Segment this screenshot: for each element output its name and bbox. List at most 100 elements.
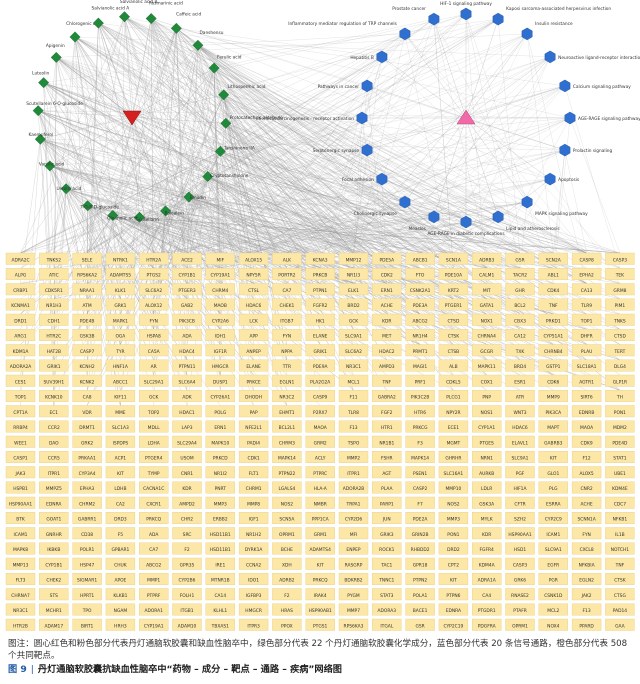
target-node: GRK6	[505, 573, 535, 585]
pathway-label: Chemical carcinogenesis - receptor activ…	[256, 116, 355, 122]
target-node: TOP1	[571, 313, 602, 326]
target-label: LGALS4	[278, 486, 295, 492]
target-label: SLC9A1	[545, 547, 562, 553]
target-label: MMP9	[547, 395, 560, 401]
target-label: KLK1	[115, 288, 126, 294]
target-node: PIM1	[605, 298, 635, 311]
compound-node: Caffeic acid	[170, 11, 201, 34]
compound-label: Salvianolic acid B	[120, 0, 158, 5]
pathway-node: Neuroactive ligand-receptor interaction	[544, 50, 640, 64]
target-node: CTSK	[438, 329, 469, 341]
target-node: CASP3	[605, 252, 635, 265]
target-node: PPOX	[272, 618, 302, 631]
target-label: CTSL	[248, 288, 260, 294]
target-node: SIGMAR1	[72, 573, 102, 585]
target-node: PDE4D	[605, 435, 635, 448]
target-node: NPY2R	[438, 405, 469, 418]
target-label: MAOA	[580, 425, 593, 431]
target-label: DHFR	[580, 334, 592, 340]
target-node: HTR6	[405, 405, 435, 418]
target-node: CASP8	[571, 252, 602, 265]
target-node: CES1	[5, 374, 36, 387]
target-node: DHODH	[238, 390, 269, 402]
target-label: CYP1B1	[179, 273, 196, 279]
target-node: CHR2	[172, 512, 202, 524]
target-node: CDK2	[372, 268, 402, 280]
target-node: GRM2	[305, 435, 335, 448]
target-label: IRE1	[215, 562, 225, 568]
target-label: NFE2L1	[245, 425, 262, 431]
target-label: DRMT1	[79, 425, 95, 431]
target-node: TERT	[605, 344, 635, 357]
target-node: MMP8	[238, 496, 269, 509]
target-label: FGF2	[381, 410, 392, 416]
target-label: PTGER1	[445, 303, 463, 309]
target-label: LCK	[249, 318, 258, 324]
target-label: CXCL8	[580, 547, 594, 553]
target-node: NR3C1	[5, 603, 36, 616]
target-node: PPARD	[571, 618, 602, 631]
target-label: CHRM2	[79, 501, 95, 507]
pathway-node: Prolactin signaling	[559, 143, 613, 157]
target-node: PDE5A	[372, 252, 402, 265]
target-node: PNRT	[205, 481, 236, 494]
target-label: TNF	[615, 562, 625, 568]
target-node: ELANE	[238, 359, 269, 372]
target-label: PNRT	[215, 486, 227, 492]
target-label: ITGAL	[380, 623, 393, 629]
target-label: FOLH1	[180, 593, 195, 599]
target-node: PON1	[438, 527, 469, 540]
target-label: MTNR1B	[211, 578, 230, 584]
compound-node: Baicalein	[160, 205, 184, 217]
target-label: GCGR	[480, 349, 493, 355]
target-label: AMPD3	[379, 364, 395, 370]
target-label: MAPK14	[411, 456, 429, 462]
target-node: DAO	[39, 435, 69, 448]
target-node: BDKRB2	[338, 573, 369, 585]
target-label: STS	[50, 593, 58, 599]
target-label: GLP1R	[613, 379, 627, 385]
pathway-label: Kaposi sarcoma-associated herpesvirus in…	[506, 6, 611, 12]
target-label: CTSK	[614, 578, 626, 584]
target-label: NRN1	[480, 456, 493, 462]
target-node: KIT	[305, 557, 335, 570]
target-label: COX1	[481, 379, 493, 385]
target-node: RNASE2	[505, 588, 535, 601]
target-label: HLA-A	[314, 486, 327, 492]
target-node: CASP7	[72, 344, 102, 357]
target-label: PPARD	[579, 623, 594, 629]
target-label: TOP1	[14, 395, 27, 401]
target-node: DRD1	[5, 313, 36, 326]
target-node: ADORA2A	[5, 359, 36, 372]
target-label: GAA	[615, 623, 625, 629]
target-label: DRD3	[114, 517, 127, 523]
target-label: BTK	[16, 517, 25, 523]
target-node: SZH2	[505, 512, 535, 524]
target-node: PDE4B	[72, 313, 102, 326]
disease-center-node	[456, 109, 476, 125]
compound-label: Cryptotanshinone	[210, 173, 249, 179]
target-node: EDNRA	[438, 603, 469, 616]
target-node: MCL1	[338, 374, 369, 387]
target-label: WNT3	[513, 410, 526, 416]
target-label: HSPB1	[13, 486, 28, 492]
compound-node: Apigenin	[46, 43, 65, 63]
target-label: NR3C1	[13, 608, 28, 614]
target-node: HRH3	[105, 618, 136, 631]
target-node: HTR2C	[39, 329, 69, 341]
target-node: F11	[338, 390, 369, 402]
target-node: MMP3	[438, 512, 469, 524]
target-label: ARG1	[14, 334, 26, 340]
target-label: CCR2	[48, 425, 60, 431]
target-node: IGF1R	[205, 344, 236, 357]
target-node: F2	[272, 588, 302, 601]
target-label: MMP3	[214, 501, 227, 507]
target-label: EDNRA	[46, 501, 61, 507]
target-label: ESR1	[514, 379, 526, 385]
target-node: SLC16A1	[438, 466, 469, 479]
target-label: CDC7	[614, 501, 627, 507]
target-label: CA8	[83, 395, 92, 401]
target-node: FGFR4	[472, 542, 502, 555]
pathway-ring: HIF-1 signaling pathway Kaposi sarcoma-as…	[256, 1, 640, 237]
